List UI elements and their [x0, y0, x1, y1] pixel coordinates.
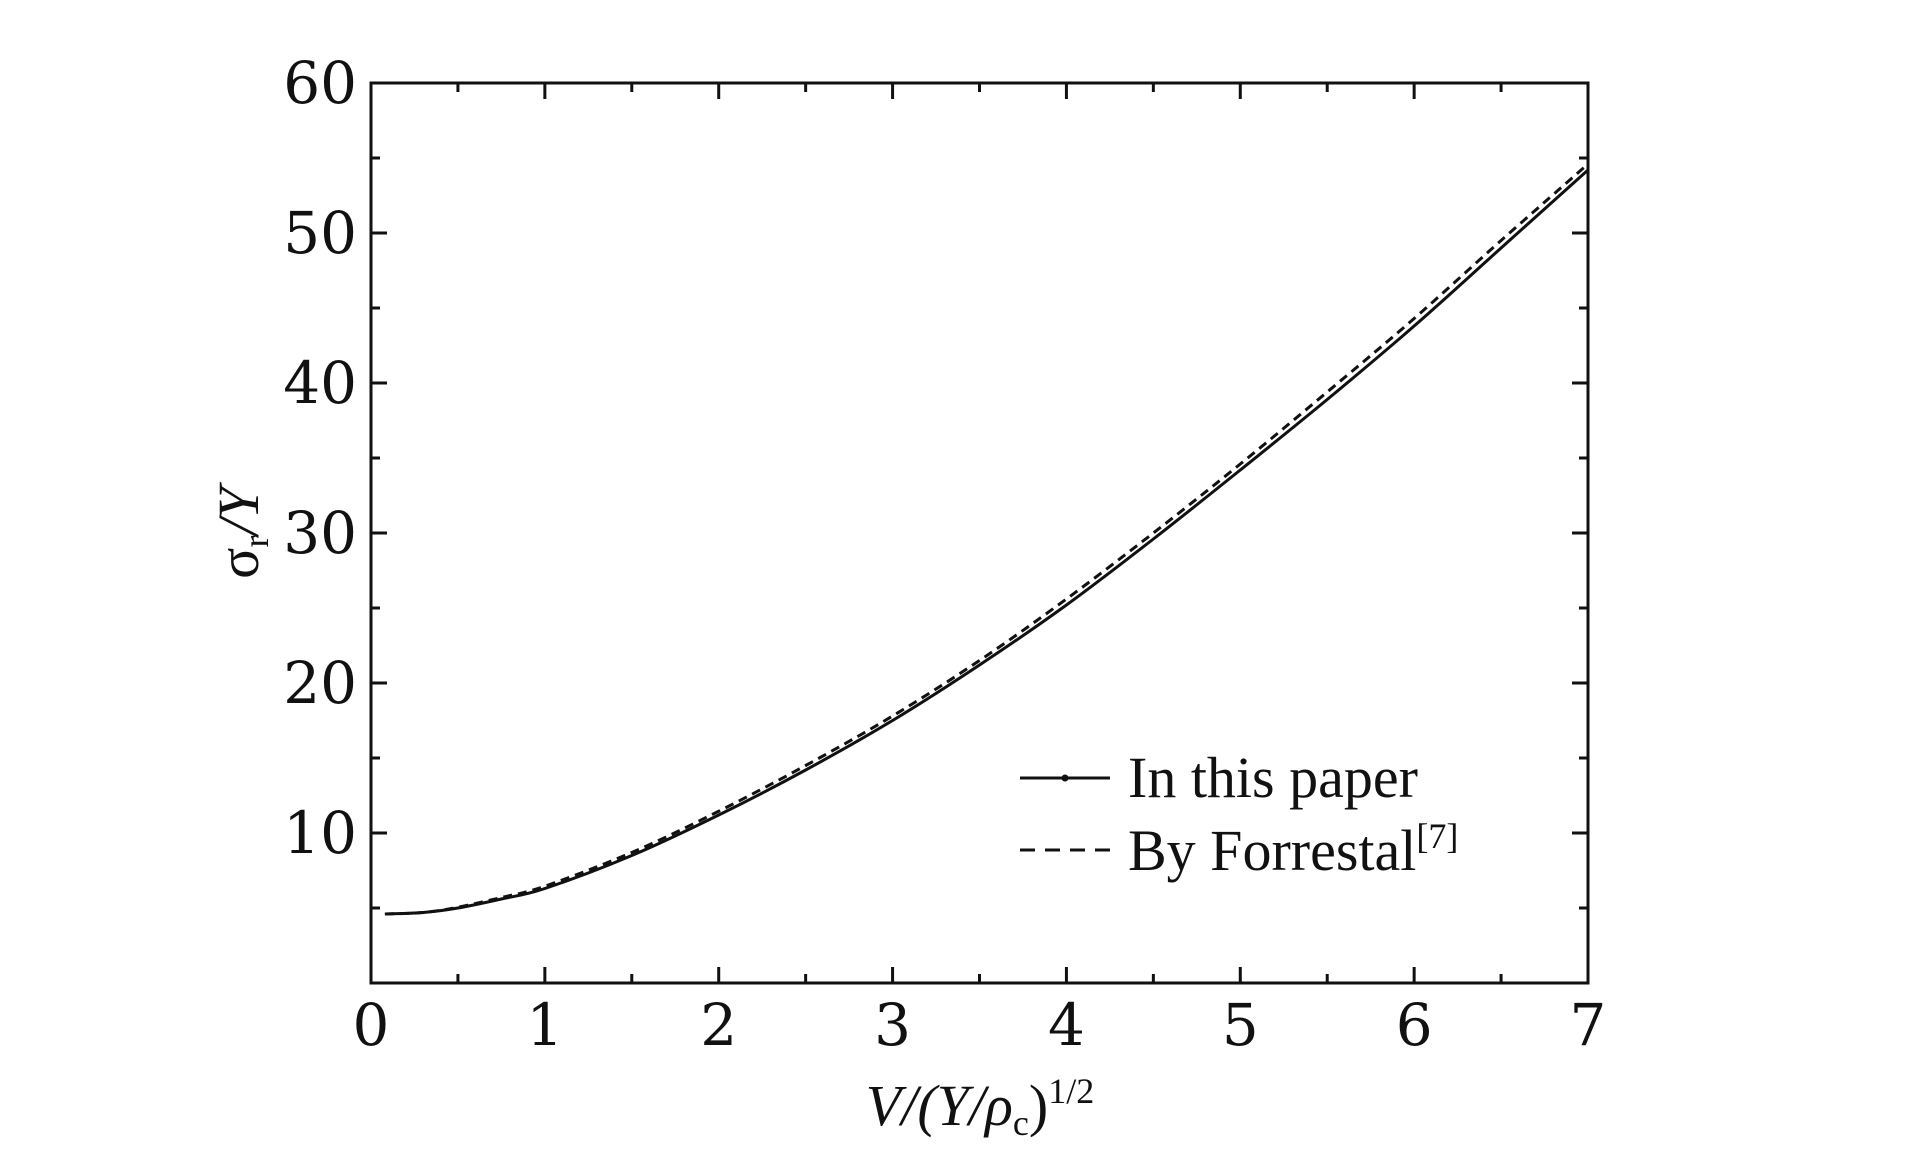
legend-label-by-forrestal-ref: [7] [1416, 816, 1458, 856]
x-tick-label: 1 [526, 991, 563, 1059]
x-tick-label: 0 [353, 991, 390, 1059]
y-tick-label: 60 [283, 49, 357, 117]
series-line-by-forrestal [384, 162, 1589, 916]
x-tick-label: 4 [1048, 991, 1085, 1059]
y-tick-label: 40 [283, 349, 357, 417]
y-tick-label: 50 [283, 199, 357, 267]
y-tick-label: 10 [283, 799, 357, 867]
x-axis-title-mid: ) [1029, 1073, 1048, 1138]
legend-label-by-forrestal-name: By Forrestal [1128, 818, 1416, 883]
x-tick-label: 3 [874, 991, 911, 1059]
x-axis-title-sub: c [1013, 1103, 1029, 1143]
legend-swatch-marker [1061, 774, 1069, 782]
axis-ticks [369, 81, 1590, 985]
x-tick-label: 6 [1396, 991, 1433, 1059]
legend-label-in-this-paper: In this paper [1128, 745, 1418, 810]
y-axis-title-sub: r [236, 536, 276, 548]
x-axis-title-main: V/(Y/ρ [866, 1073, 1013, 1138]
y-tick-label: 30 [283, 499, 357, 567]
x-axis-title: V/(Y/ρc)1/2 [866, 1071, 1094, 1143]
y-tick-label: 20 [283, 649, 357, 717]
y-axis-title-rest: /Y [206, 481, 271, 538]
x-tick-label: 5 [1222, 991, 1259, 1059]
series-line-in-this-paper [384, 168, 1590, 916]
y-tick-labels: 10 20 30 40 50 60 [283, 49, 357, 867]
legend: In this paper By Forrestal[7] [1020, 745, 1458, 883]
y-axis-title: σr/Y [206, 481, 276, 578]
y-axis-title-main: σ [206, 548, 271, 579]
x-tick-labels: 0 1 2 3 4 5 6 7 [353, 991, 1607, 1059]
x-tick-label: 7 [1570, 991, 1607, 1059]
x-axis-title-sup: 1/2 [1048, 1071, 1094, 1111]
legend-label-by-forrestal: By Forrestal[7] [1128, 816, 1458, 883]
x-tick-label: 2 [700, 991, 737, 1059]
series-lines [384, 162, 1590, 916]
